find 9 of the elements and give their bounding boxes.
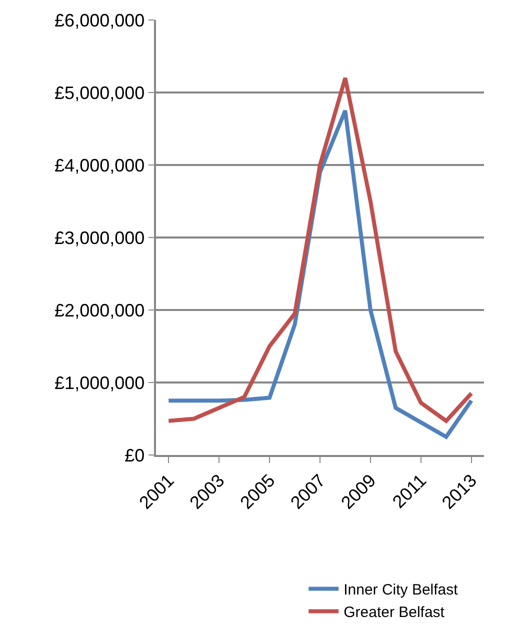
- legend-label: Inner City Belfast: [344, 582, 459, 599]
- y-tick-label: £0: [124, 445, 145, 466]
- y-tick-label: £3,000,000: [54, 228, 145, 248]
- y-tick-label: £2,000,000: [54, 300, 145, 320]
- y-tick-label: £4,000,000: [54, 155, 145, 176]
- y-tick-label: £5,000,000: [54, 82, 145, 103]
- legend-label: Greater Belfast: [344, 604, 446, 622]
- y-tick-label: £1,000,000: [54, 372, 145, 393]
- y-tick-label: £6,000,000: [54, 10, 145, 30]
